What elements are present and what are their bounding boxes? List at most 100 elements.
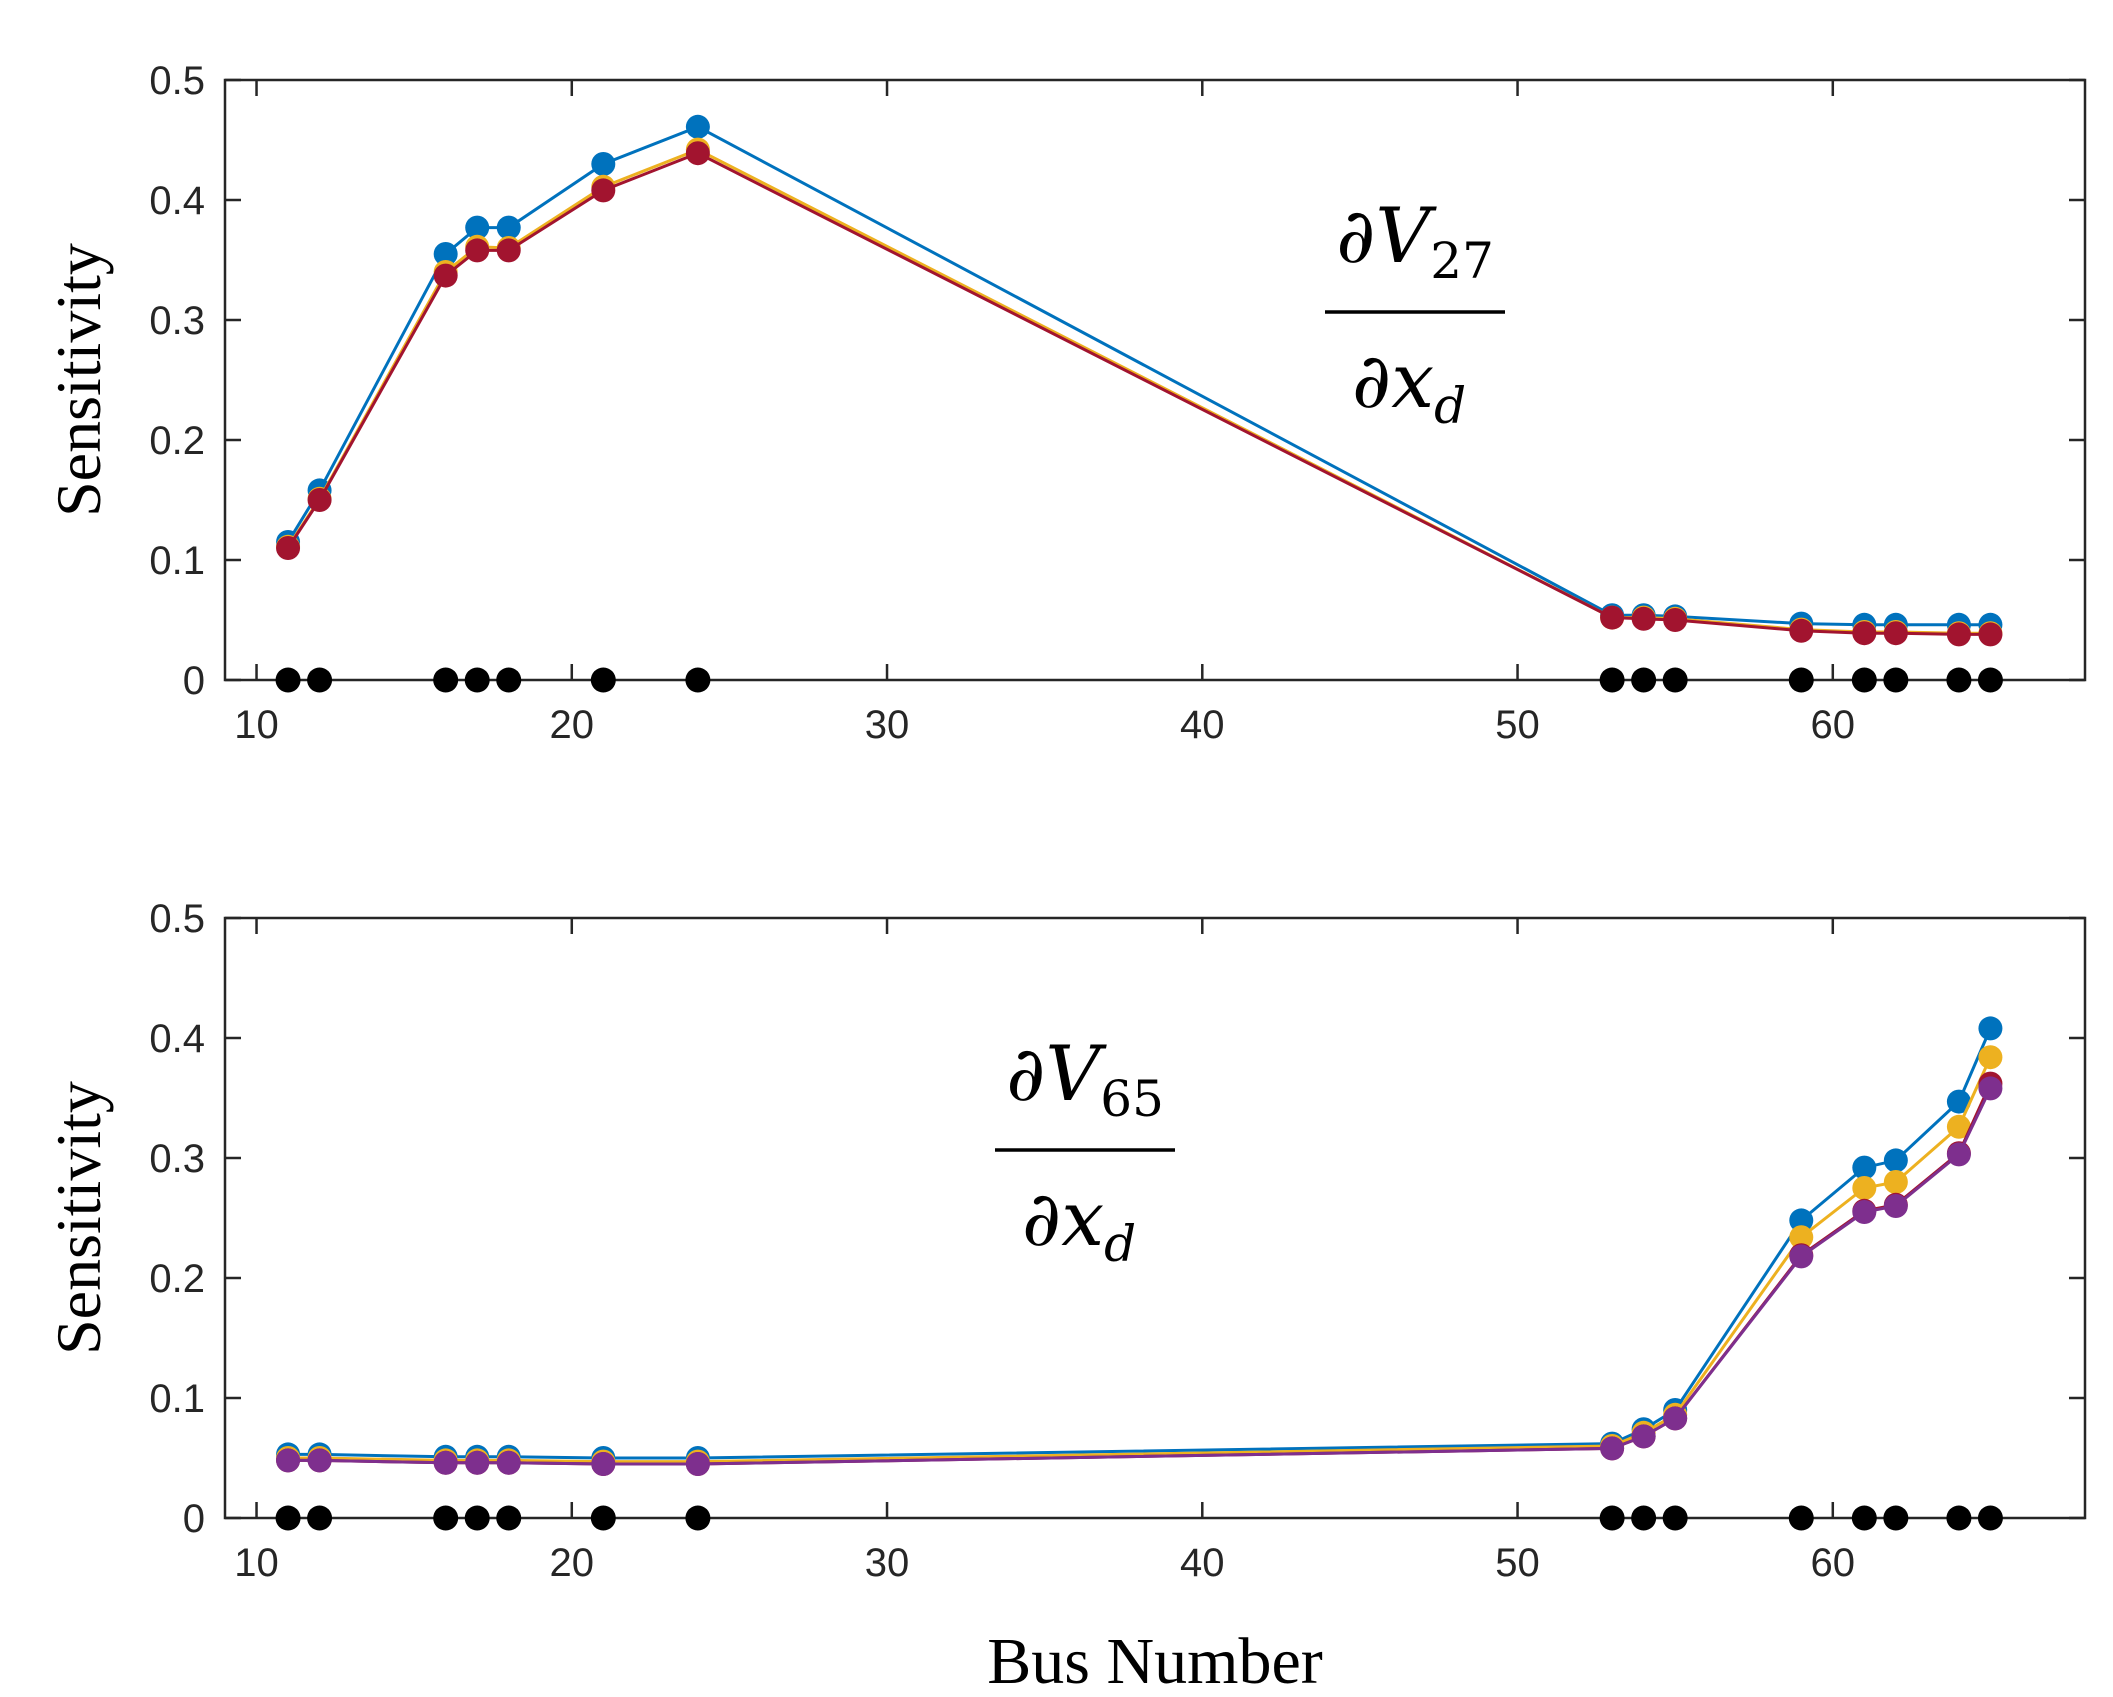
formula-annotation: ∂V65 ∂xd [995, 1029, 1175, 1273]
data-point [1946, 1114, 1971, 1139]
bus-marker [433, 667, 459, 693]
data-point [433, 1450, 458, 1475]
bus-marker [275, 667, 301, 693]
y-axis-title: Sensitivity [43, 243, 114, 517]
y-tick-label: 0.4 [149, 179, 205, 223]
data-point [1789, 1225, 1814, 1250]
data-point [1946, 622, 1971, 647]
bus-marker [496, 667, 522, 693]
formula-numerator: ∂V65 [1006, 1029, 1164, 1128]
x-tick-label: 30 [865, 703, 910, 747]
bus-marker [1599, 667, 1625, 693]
bus-marker [1662, 667, 1688, 693]
bus-marker [464, 1505, 490, 1531]
data-point [1789, 1208, 1814, 1233]
bus-marker [496, 1505, 522, 1531]
bus-marker [307, 1505, 333, 1531]
data-point [465, 1450, 490, 1475]
data-point [1883, 621, 1908, 646]
x-tick-label: 10 [234, 1541, 279, 1585]
y-tick-label: 0.3 [149, 1137, 205, 1181]
bus-marker [685, 1505, 711, 1531]
data-point [496, 215, 521, 240]
data-point [1663, 608, 1688, 632]
x-tick-label: 40 [1180, 703, 1225, 747]
y-tick-label: 0.2 [149, 419, 205, 463]
y-tick-label: 0.4 [149, 1017, 205, 1061]
panel-top: 10 20 30 40 50 60 0 0.1 0.2 0.3 0.4 0.5 Sensitivity ∂… [43, 59, 2087, 747]
formula-denominator: ∂xd [1352, 336, 1466, 435]
y-tick-label: 0.1 [149, 539, 205, 583]
series-4 [276, 1076, 2003, 1476]
bus-marker [1631, 667, 1657, 693]
bus-marker [1977, 1505, 2003, 1531]
y-tick-label: 0.5 [149, 897, 205, 941]
data-point [307, 488, 332, 512]
data-point [1946, 1142, 1971, 1167]
bus-marker [1788, 1505, 1814, 1531]
formula-annotation: ∂V27 ∂xd [1325, 191, 1505, 435]
x-tick-label: 60 [1811, 703, 1856, 747]
data-point [1852, 1155, 1877, 1180]
data-point [591, 1452, 616, 1476]
bus-marker [1946, 1505, 1972, 1531]
x-tick-label: 40 [1180, 1541, 1225, 1585]
data-point [496, 238, 521, 263]
data-point [1978, 1045, 2003, 1070]
bus-marker [685, 667, 711, 693]
data-point [1883, 1170, 1908, 1194]
data-point [1883, 1148, 1908, 1173]
panel-bottom: 10 20 30 40 50 60 0 0.1 0.2 0.3 0.4 0.5 Sensitivity B… [43, 897, 2087, 1697]
data-point [1600, 1436, 1625, 1461]
y-tick-label: 0.5 [149, 59, 205, 103]
data-point [1978, 622, 2003, 647]
bus-markers [275, 1505, 2003, 1531]
formula-denominator: ∂xd [1022, 1174, 1136, 1273]
data-point [1631, 606, 1656, 631]
data-point [307, 1448, 332, 1473]
data-point [1789, 618, 1814, 643]
y-tick-label: 0 [183, 1497, 205, 1541]
data-point [433, 263, 458, 288]
series-3 [276, 141, 2003, 647]
data-point [1978, 1076, 2003, 1101]
x-tick-label: 60 [1811, 1541, 1856, 1585]
bus-marker [1851, 1505, 1877, 1531]
bus-marker [275, 1505, 301, 1531]
bus-marker [590, 1505, 616, 1531]
bus-marker [1788, 667, 1814, 693]
data-point [685, 114, 710, 139]
series-line [286, 147, 1991, 635]
x-tick-label: 10 [234, 703, 279, 747]
data-point [1946, 1089, 1971, 1114]
data-point [1852, 621, 1877, 646]
data-point [496, 1450, 521, 1475]
data-point [276, 536, 301, 560]
data-point [685, 1452, 710, 1476]
y-tick-label: 0.2 [149, 1257, 205, 1301]
bus-marker [1883, 1505, 1909, 1531]
bus-marker [1662, 1505, 1688, 1531]
bus-marker [1946, 667, 1972, 693]
data-point [591, 178, 616, 203]
data-point [465, 215, 490, 240]
data-point [1600, 605, 1625, 630]
data-point [1789, 1244, 1814, 1269]
data-point [433, 242, 458, 266]
bus-marker [1851, 667, 1877, 693]
data-point [1852, 1176, 1877, 1200]
plot-frame [223, 916, 2087, 1520]
bus-marker [433, 1505, 459, 1531]
y-tick-label: 0.1 [149, 1377, 205, 1421]
x-tick-label: 50 [1495, 1541, 1540, 1585]
x-tick-label: 30 [865, 1541, 910, 1585]
bus-marker [1883, 667, 1909, 693]
series-line [288, 1087, 1992, 1466]
data-point [1663, 1406, 1688, 1431]
x-axis-title: Bus Number [987, 1625, 1323, 1697]
y-tick-label: 0.3 [149, 299, 205, 343]
data-point [1631, 1424, 1656, 1449]
bus-marker [464, 667, 490, 693]
bus-marker [590, 667, 616, 693]
